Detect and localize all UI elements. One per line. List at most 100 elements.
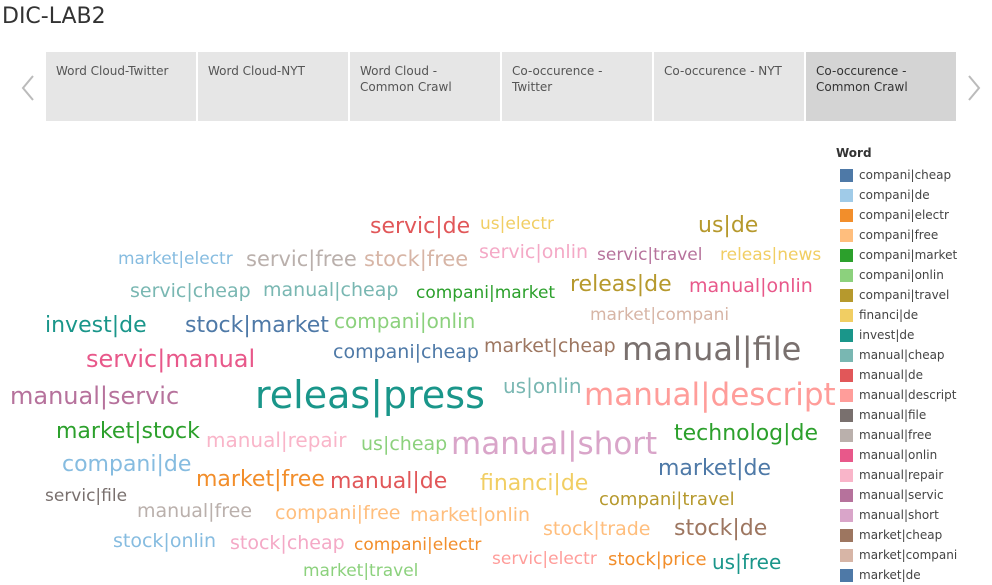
legend-item[interactable]: compani|de (836, 185, 992, 205)
tab-co-occurence-nyt[interactable]: Co-occurence - NYT (654, 52, 804, 121)
cloud-word[interactable]: manual|de (330, 469, 448, 494)
legend-item[interactable]: manual|cheap (836, 345, 992, 365)
cloud-word[interactable]: manual|cheap (263, 279, 399, 301)
cloud-word[interactable]: stock|price (608, 549, 707, 570)
cloud-word[interactable]: invest|de (45, 313, 147, 338)
legend-label: manual|free (859, 428, 932, 442)
legend-item[interactable]: compani|free (836, 225, 992, 245)
cloud-word[interactable]: manual|file (622, 330, 802, 368)
cloud-word[interactable]: us|onlin (503, 374, 582, 398)
tab-label: Co-occurence - Twitter (512, 64, 603, 94)
legend-label: compani|electr (859, 208, 949, 222)
legend-swatch (840, 368, 853, 382)
cloud-word[interactable]: market|cheap (484, 335, 616, 357)
cloud-word[interactable]: market|electr (118, 249, 233, 269)
legend-label: manual|de (859, 368, 923, 382)
legend-item[interactable]: market|cheap (836, 525, 992, 545)
cloud-word[interactable]: servic|manual (86, 345, 256, 373)
legend-item[interactable]: manual|file (836, 405, 992, 425)
cloud-word[interactable]: compani|electr (354, 535, 482, 555)
legend-item[interactable]: manual|onlin (836, 445, 992, 465)
cloud-word[interactable]: releas|news (720, 245, 822, 265)
cloud-word[interactable]: releas|press (255, 373, 485, 417)
legend-swatch (840, 168, 853, 182)
cloud-word[interactable]: us|electr (480, 214, 555, 234)
next-tab-button[interactable] (964, 70, 984, 106)
legend-item[interactable]: invest|de (836, 325, 992, 345)
cloud-word[interactable]: servic|cheap (130, 280, 251, 302)
legend-swatch (840, 448, 853, 462)
cloud-word[interactable]: financi|de (480, 471, 589, 496)
cloud-word[interactable]: compani|cheap (333, 341, 479, 363)
cloud-word[interactable]: stock|de (674, 516, 768, 541)
legend-swatch (840, 408, 853, 422)
cloud-word[interactable]: servic|free (246, 247, 357, 271)
legend-title: Word (836, 146, 872, 160)
legend-label: market|compani (859, 548, 958, 562)
cloud-word[interactable]: us|de (698, 213, 759, 238)
cloud-word[interactable]: market|de (658, 456, 771, 481)
cloud-word[interactable]: manual|onlin (689, 275, 813, 297)
legend-label: manual|descript (859, 388, 957, 402)
legend-item[interactable]: compani|onlin (836, 265, 992, 285)
cloud-word[interactable]: market|onlin (410, 504, 531, 526)
legend-label: compani|free (859, 228, 939, 242)
page-title: DIC-LAB2 (2, 4, 106, 29)
cloud-word[interactable]: servic|de (370, 214, 471, 239)
cloud-word[interactable]: compani|free (275, 502, 401, 524)
legend-label: invest|de (859, 328, 915, 342)
cloud-word[interactable]: compani|market (416, 283, 556, 303)
tab-word-cloud-nyt[interactable]: Word Cloud-NYT (198, 52, 348, 121)
cloud-word[interactable]: releas|de (570, 272, 672, 297)
legend-swatch (840, 488, 853, 502)
legend-label: manual|onlin (859, 448, 938, 462)
legend-item[interactable]: financi|de (836, 305, 992, 325)
cloud-word[interactable]: market|stock (56, 419, 200, 444)
prev-tab-button[interactable] (18, 70, 38, 106)
cloud-word[interactable]: servic|travel (597, 245, 703, 265)
cloud-word[interactable]: servic|electr (492, 549, 597, 569)
cloud-word[interactable]: manual|servic (10, 382, 180, 410)
legend-label: compani|market (859, 248, 958, 262)
tab-word-cloud-common-crawl[interactable]: Word Cloud -Common Crawl (350, 52, 500, 121)
legend-swatch (840, 508, 853, 522)
cloud-word[interactable]: compani|de (62, 452, 192, 477)
cloud-word[interactable]: stock|trade (543, 518, 651, 540)
legend-item[interactable]: compani|electr (836, 205, 992, 225)
tab-co-occurence-common-crawl[interactable]: Co-occurence - Common Crawl (806, 52, 956, 121)
cloud-word[interactable]: stock|free (364, 247, 469, 271)
cloud-word[interactable]: stock|onlin (113, 530, 217, 552)
legend-item[interactable]: manual|free (836, 425, 992, 445)
cloud-word[interactable]: technolog|de (674, 421, 819, 446)
legend-item[interactable]: market|compani (836, 545, 992, 565)
legend-item[interactable]: manual|servic (836, 485, 992, 505)
tab-label: Co-occurence - Common Crawl (816, 64, 908, 94)
cloud-word[interactable]: manual|repair (206, 428, 347, 452)
cloud-word[interactable]: manual|short (451, 426, 658, 462)
cloud-word[interactable]: stock|market (185, 313, 329, 338)
cloud-word[interactable]: market|travel (303, 561, 419, 581)
cloud-word[interactable]: manual|descript (584, 377, 836, 413)
tab-co-occurence-twitter[interactable]: Co-occurence - Twitter (502, 52, 652, 121)
cloud-word[interactable]: compani|travel (599, 489, 735, 510)
cloud-word[interactable]: us|cheap (361, 433, 448, 455)
legend-item[interactable]: manual|descript (836, 385, 992, 405)
cloud-word[interactable]: market|free (196, 467, 325, 492)
legend-item[interactable]: market|de (836, 565, 992, 585)
legend-item[interactable]: manual|repair (836, 465, 992, 485)
cloud-word[interactable]: market|compani (590, 305, 730, 325)
legend-item[interactable]: compani|market (836, 245, 992, 265)
cloud-word[interactable]: compani|onlin (334, 309, 476, 333)
legend-label: compani|onlin (859, 268, 944, 282)
cloud-word[interactable]: servic|onlin (479, 241, 589, 263)
legend-item[interactable]: compani|travel (836, 285, 992, 305)
legend-item[interactable]: manual|de (836, 365, 992, 385)
legend-item[interactable]: compani|cheap (836, 165, 992, 185)
cloud-word[interactable]: stock|cheap (230, 532, 345, 554)
legend-item[interactable]: manual|short (836, 505, 992, 525)
cloud-word[interactable]: manual|free (137, 500, 253, 522)
legend-label: financi|de (859, 308, 919, 322)
cloud-word[interactable]: us|free (712, 550, 782, 574)
cloud-word[interactable]: servic|file (45, 486, 128, 506)
tab-word-cloud-twitter[interactable]: Word Cloud-Twitter (46, 52, 196, 121)
